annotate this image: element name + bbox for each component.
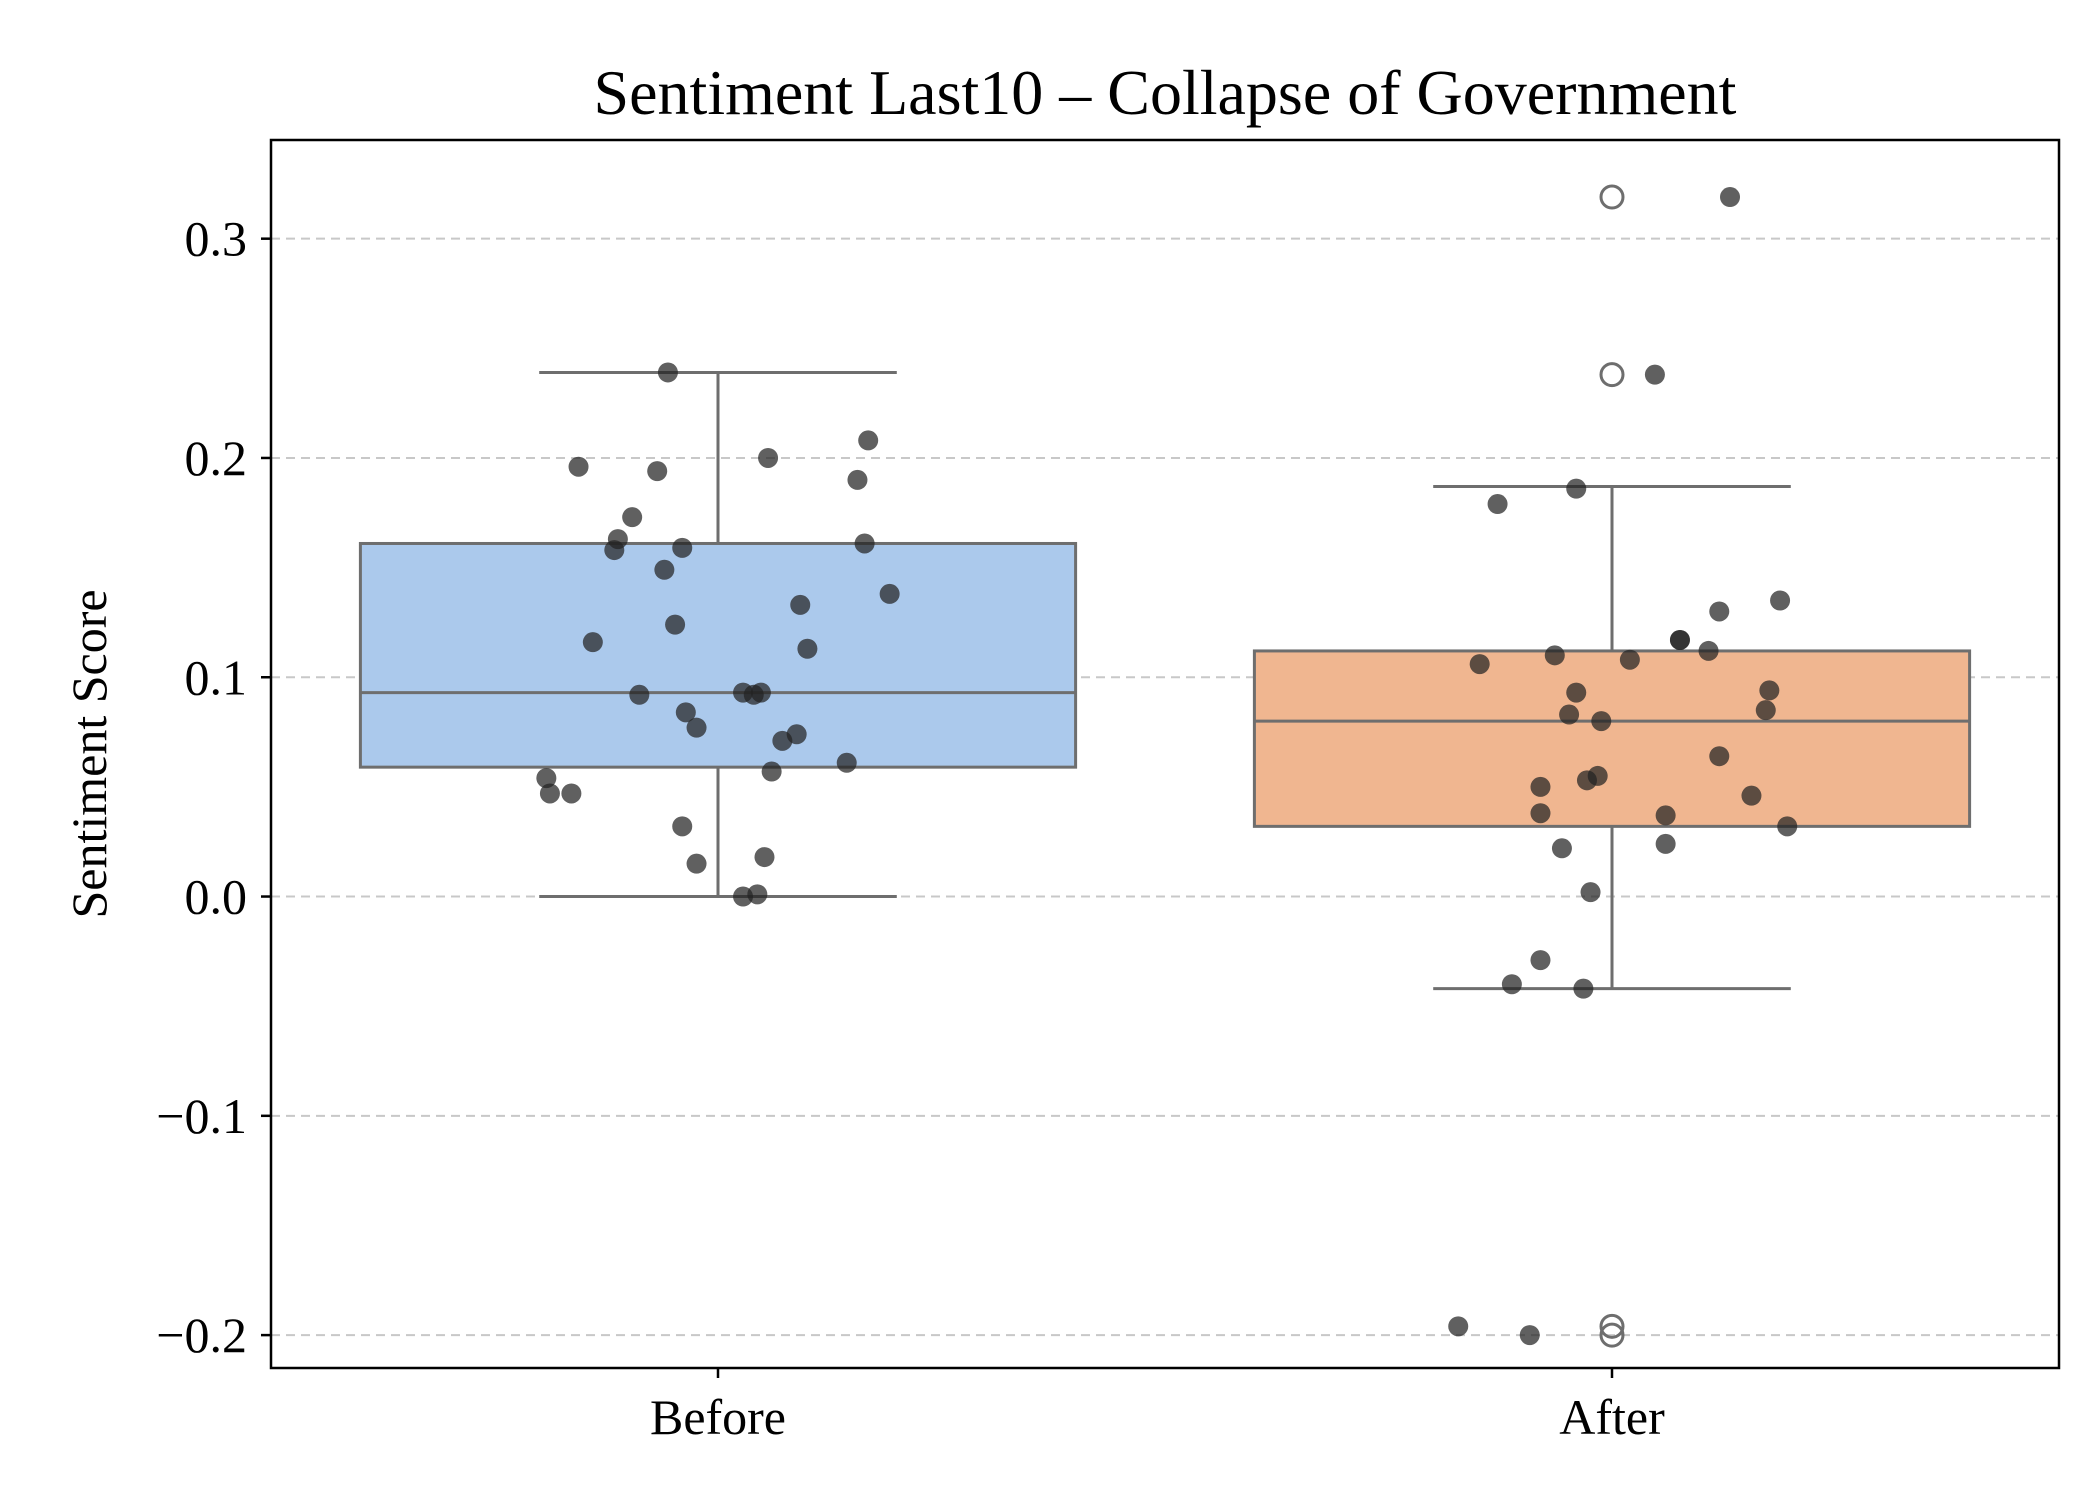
y-tick-label: 0.0 [185,869,248,925]
after-data-point [1770,590,1791,611]
y-axis-label: Sentiment Score [61,589,117,918]
after-outlier [1599,1322,1625,1348]
before-data-point [622,507,643,528]
after-data-point [1741,785,1762,806]
before-data-point [758,447,779,468]
after-data-point [1566,478,1587,499]
after-data-point [1469,654,1490,675]
plot-frame [269,138,2061,1370]
before-data-point [686,717,707,738]
before-data-point [536,768,557,789]
before-data-point [761,761,782,782]
after-data-point [1720,187,1741,208]
after-box [1252,649,1972,828]
after-data-point [1580,882,1601,903]
before-data-point [847,469,868,490]
before-data-point [561,783,582,804]
after-data-point [1544,645,1565,666]
after-data-point [1448,1316,1469,1337]
after-outlier [1599,184,1625,210]
after-data-point [1519,1325,1540,1346]
after-data-point [1573,978,1594,999]
after-data-point [1655,805,1676,826]
after-outlier [1599,1313,1625,1339]
after-data-point [1530,950,1551,971]
before-data-point [858,430,879,451]
after-data-point [1759,680,1780,701]
x-tick-label: Before [650,1389,786,1445]
y-tick-label: 0.1 [185,649,248,705]
before-data-point [790,594,811,615]
y-tick-label: 0.2 [185,430,248,486]
y-tick-label: −0.2 [156,1307,247,1363]
y-tick-label: −0.1 [156,1088,247,1144]
after-data-point [1709,601,1730,622]
before-data-point [879,583,900,604]
before-data-point [665,614,686,635]
before-data-point [629,684,650,705]
before-data-point [686,853,707,874]
before-data-point [836,752,857,773]
x-tick-label: After [1559,1389,1665,1445]
before-data-point [754,847,775,868]
before-data-point [672,537,693,558]
before-data-point [582,632,603,653]
after-data-point [1576,770,1597,791]
after-data-point [1698,640,1719,661]
after-data-point [1591,711,1612,732]
before-data-point [604,540,625,561]
before-data-point [854,533,875,554]
after-data-point [1566,682,1587,703]
before-data-point [675,702,696,723]
before-data-point [647,461,668,482]
after-data-point [1487,494,1508,515]
after-data-point [1530,803,1551,824]
after-data-point [1619,649,1640,670]
before-data-point [568,456,589,477]
before-data-point [672,816,693,837]
before-data-point [539,783,560,804]
before-box [358,541,1078,769]
before-data-point [786,724,807,745]
after-data-point [1501,974,1522,995]
after-data-point [1709,746,1730,767]
after-data-point [1755,700,1776,721]
after-data-point [1559,704,1580,725]
after-data-point [1551,838,1572,859]
after-data-point [1669,629,1690,650]
tick-layer: −0.2 −0.1 0.0 0.1 0.2 0.3 Before After [156,211,1665,1445]
before-data-point [750,682,771,703]
before-data-point [797,638,818,659]
after-data-point [1530,776,1551,797]
point-layer [536,187,1798,1346]
after-data-point [1644,364,1665,385]
after-data-point [1777,816,1798,837]
box-layer [358,184,1972,1348]
y-tick-label: 0.3 [185,211,248,267]
before-data-point [747,884,768,905]
before-data-point [654,559,675,580]
after-outlier [1599,362,1625,388]
chart-title: Sentiment Last10 – Collapse of Governmen… [594,57,1737,128]
before-data-point [657,362,678,383]
after-data-point [1655,833,1676,854]
